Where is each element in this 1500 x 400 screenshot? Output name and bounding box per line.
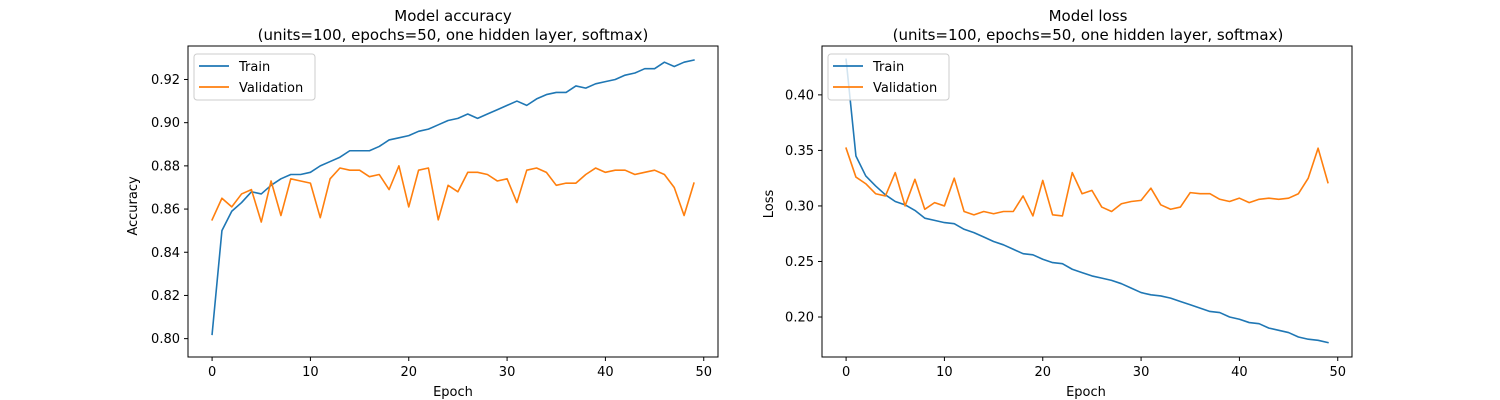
accuracy-legend-validation-label: Validation: [239, 81, 303, 96]
accuracy-x-tick-label: 20: [400, 365, 417, 380]
loss-x-tick-label: 50: [1329, 365, 1346, 380]
accuracy-legend: Train Validation: [193, 53, 316, 101]
loss-series-validation-line: [845, 147, 1329, 217]
loss-axes-frame: [821, 45, 1353, 358]
loss-y-tick-label: 0.25: [785, 255, 814, 270]
accuracy-y-tick-label: 0.92: [151, 73, 180, 88]
accuracy-chart-title: Model accuracy: [394, 7, 512, 25]
loss-x-tick-label: 10: [936, 365, 953, 380]
accuracy-y-tick-label: 0.80: [151, 332, 180, 347]
accuracy-plot-area: 0 10 20 30 40 50 0.80 0.82 0.84 0.86 0.88 0.90 0.92: [151, 45, 719, 380]
loss-legend-validation-label: Validation: [873, 81, 937, 96]
accuracy-chart: Model accuracy (units=100, epochs=50, on…: [126, 7, 719, 400]
loss-chart-subtitle: (units=100, epochs=50, one hidden layer,…: [893, 26, 1284, 44]
loss-x-axis-label: Epoch: [1066, 385, 1106, 400]
loss-y-axis-label: Loss: [762, 190, 777, 219]
loss-x-tick-label: 40: [1231, 365, 1248, 380]
loss-plot-area: 0 10 20 30 40 50 0.20 0.25 0.30 0.35 0.40: [785, 45, 1353, 380]
accuracy-y-tick-label: 0.88: [151, 159, 180, 174]
accuracy-series-validation-line: [211, 165, 695, 223]
accuracy-x-axis-label: Epoch: [433, 385, 473, 400]
loss-x-tick-label: 20: [1034, 365, 1051, 380]
accuracy-x-tick-label: 10: [302, 365, 319, 380]
accuracy-y-tick-label: 0.90: [151, 116, 180, 131]
loss-y-tick-label: 0.20: [785, 311, 814, 326]
loss-series-train-line: [845, 58, 1329, 344]
loss-chart: Model loss (units=100, epochs=50, one hi…: [762, 7, 1353, 400]
loss-y-tick-label: 0.30: [785, 199, 814, 214]
accuracy-y-tick-label: 0.86: [151, 203, 180, 218]
loss-x-tick-label: 0: [842, 365, 850, 380]
accuracy-series-train-line: [211, 59, 695, 336]
loss-legend-train-label: Train: [872, 60, 904, 75]
loss-x-tick-label: 30: [1133, 365, 1150, 380]
loss-y-tick-label: 0.40: [785, 88, 814, 103]
loss-legend: Train Validation: [827, 53, 950, 101]
accuracy-chart-subtitle: (units=100, epochs=50, one hidden layer,…: [258, 26, 649, 44]
accuracy-y-axis-label: Accuracy: [126, 176, 141, 236]
accuracy-x-tick-label: 30: [499, 365, 516, 380]
accuracy-y-tick-label: 0.82: [151, 289, 180, 304]
accuracy-x-tick-label: 40: [597, 365, 614, 380]
accuracy-x-tick-label: 50: [695, 365, 712, 380]
accuracy-y-tick-label: 0.84: [151, 246, 180, 261]
accuracy-axes-frame: [187, 45, 719, 358]
loss-y-tick-label: 0.35: [785, 144, 814, 159]
loss-chart-title: Model loss: [1049, 7, 1128, 25]
accuracy-x-tick-label: 0: [208, 365, 216, 380]
accuracy-legend-train-label: Train: [238, 60, 270, 75]
